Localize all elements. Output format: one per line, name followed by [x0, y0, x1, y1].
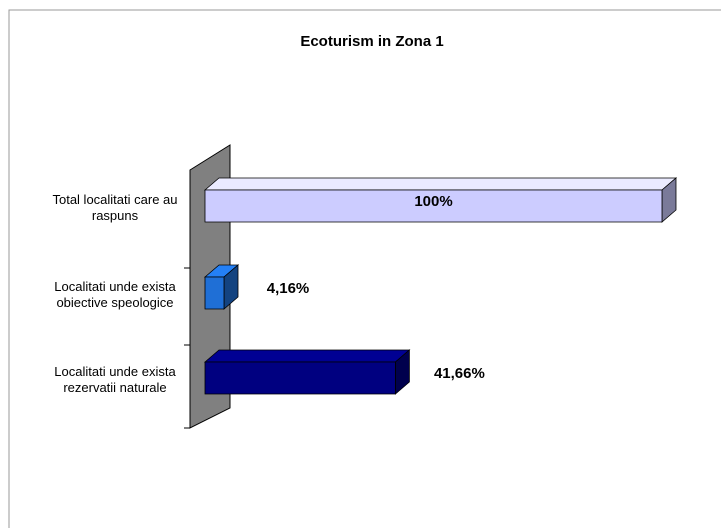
bar-face [204, 276, 225, 310]
value-label: 100% [414, 193, 452, 210]
category-label: Total localitati care au raspuns [52, 192, 178, 223]
value-label: 41,66% [434, 365, 485, 382]
chart-frame [8, 9, 721, 528]
category-label: Localitati unde exista rezervatii natura… [54, 364, 176, 395]
value-label: 4,16% [267, 280, 310, 297]
bar [203, 349, 411, 395]
bar [203, 264, 240, 310]
bar-face [204, 189, 663, 223]
bar [203, 177, 678, 223]
category-label: Localitati unde exista obiective speolog… [54, 279, 176, 310]
bar-face [204, 361, 396, 395]
bar-face [203, 177, 678, 191]
bar-face [203, 349, 411, 363]
chart-title: Ecoturism in Zona 1 [300, 33, 443, 50]
